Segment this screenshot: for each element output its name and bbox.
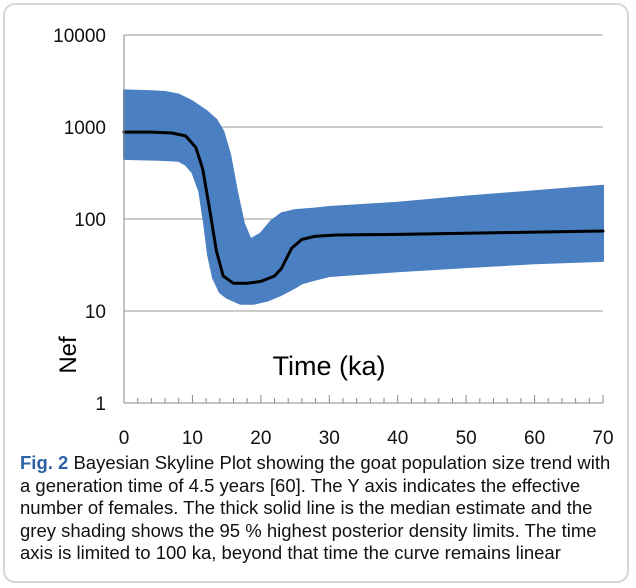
median-line bbox=[122, 130, 605, 285]
hpd-band bbox=[123, 89, 604, 305]
y-tick-label: 10000 bbox=[53, 26, 106, 47]
x-tick-label: 40 bbox=[387, 428, 408, 445]
figure-frame bbox=[3, 3, 629, 583]
skyline-chart: 1 10 100 1000 10000 0 10 20 30 40 50 60 70 Nef Time … bbox=[53, 26, 613, 445]
y-tick-label: 1000 bbox=[64, 118, 106, 139]
x-tick-label: 50 bbox=[456, 428, 477, 445]
x-tick-label: 20 bbox=[250, 428, 271, 445]
x-tick-label: 0 bbox=[119, 428, 130, 445]
y-tick-label: 1 bbox=[95, 394, 106, 415]
y-axis-label: Nef bbox=[55, 336, 82, 374]
caption-text: Bayesian Skyline Plot showing the goat p… bbox=[20, 452, 611, 563]
y-tick-label: 10 bbox=[85, 302, 106, 323]
x-tick-label: 60 bbox=[524, 428, 545, 445]
x-axis-label: Time (ka) bbox=[273, 351, 386, 381]
figure-caption: Fig. 2 Bayesian Skyline Plot showing the… bbox=[20, 452, 620, 565]
caption-label: Fig. 2 bbox=[20, 452, 69, 473]
x-tick-label: 70 bbox=[592, 428, 613, 445]
y-tick-label: 100 bbox=[74, 210, 106, 231]
x-tick-label: 10 bbox=[182, 428, 203, 445]
x-tick-label: 30 bbox=[319, 428, 340, 445]
axes: 1 10 100 1000 10000 0 10 20 30 40 50 60 70 bbox=[53, 26, 613, 445]
